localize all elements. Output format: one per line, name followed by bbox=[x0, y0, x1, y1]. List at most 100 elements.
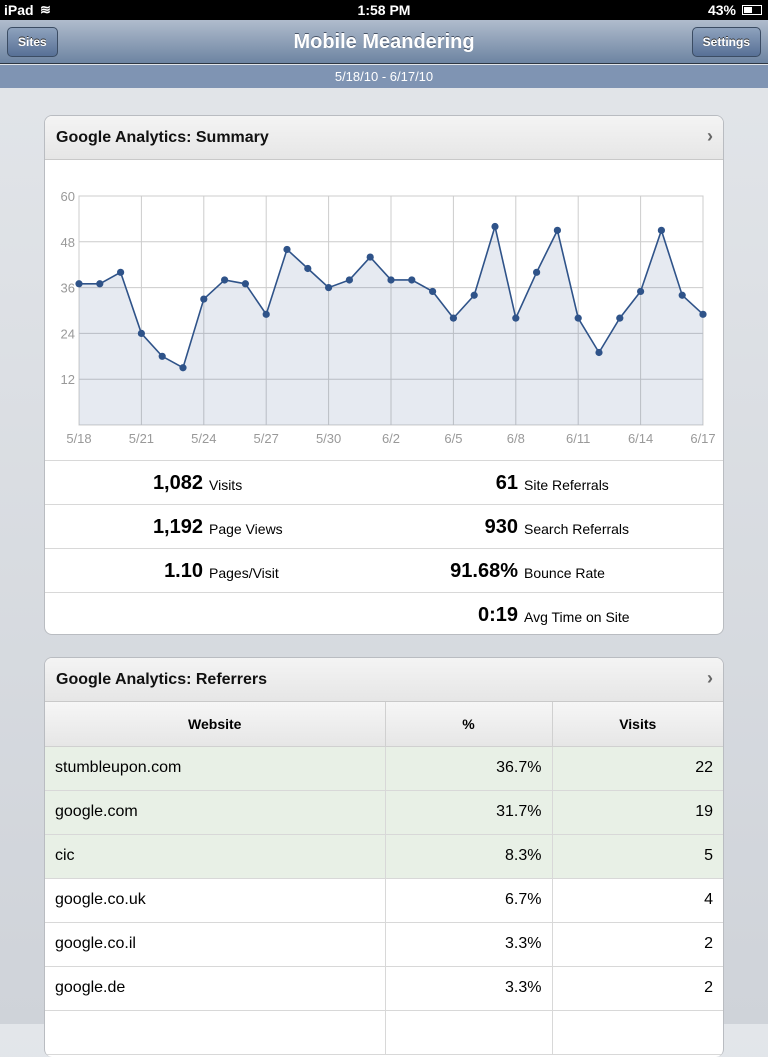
stat-label: Avg Time on Site bbox=[524, 609, 630, 625]
percent-cell: 6.7% bbox=[385, 878, 553, 923]
referrers-table: Website % Visits stumbleupon.com 36.7% 22 g… bbox=[45, 702, 723, 1055]
website-cell: stumbleupon.com bbox=[45, 746, 386, 791]
stat-value: 0:19 bbox=[477, 604, 518, 626]
chevron-right-icon: › bbox=[707, 126, 713, 146]
clock: 1:58 PM bbox=[357, 2, 411, 18]
x-tick-label: 6/2 bbox=[382, 431, 400, 446]
data-point bbox=[408, 276, 416, 284]
visits-cell: 2 bbox=[552, 966, 723, 1011]
table-row[interactable]: cic 8.3% 5 bbox=[45, 834, 723, 879]
table-row[interactable]: google.co.il 3.3% 2 bbox=[45, 922, 723, 967]
y-tick-label: 12 bbox=[61, 372, 75, 387]
stat-value: 61 bbox=[495, 472, 518, 494]
referrers-card: Google Analytics: Referrers › Website % … bbox=[44, 657, 724, 1057]
stats-row: 1,082 Visits 61 Site Referrals bbox=[45, 460, 723, 504]
table-row[interactable]: stumbleupon.com 36.7% 22 bbox=[45, 746, 723, 791]
data-point bbox=[304, 264, 312, 273]
x-tick-label: 5/21 bbox=[129, 431, 154, 446]
stat-label: Bounce Rate bbox=[524, 565, 605, 581]
visits-chart: 12 24 36 48 60 5/18 5/21 5/24 5/27 5/30 6/2 6/5 6/8 6… bbox=[61, 189, 716, 446]
chevron-right-icon: › bbox=[707, 668, 713, 688]
data-point bbox=[200, 295, 208, 303]
x-tick-label: 5/27 bbox=[254, 431, 279, 446]
x-tick-label: 5/30 bbox=[316, 431, 341, 446]
x-tick-label: 6/5 bbox=[444, 431, 462, 446]
website-cell: google.co.il bbox=[45, 922, 386, 967]
data-point bbox=[449, 314, 457, 322]
data-point bbox=[262, 310, 270, 318]
x-tick-label: 6/11 bbox=[566, 431, 590, 446]
stat-label: Pages/Visit bbox=[209, 565, 279, 581]
percent-cell: 3.3% bbox=[385, 966, 553, 1011]
data-point bbox=[366, 253, 374, 261]
table-row[interactable]: google.com 31.7% 19 bbox=[45, 790, 723, 835]
data-point bbox=[470, 291, 478, 299]
data-point bbox=[325, 284, 333, 292]
stat-value: 1.10 bbox=[164, 560, 203, 582]
stat-value: 91.68% bbox=[450, 560, 518, 582]
website-cell: cic bbox=[45, 834, 386, 879]
summary-title: Google Analytics: Summary bbox=[56, 129, 269, 146]
settings-button[interactable]: Settings bbox=[691, 27, 761, 57]
date-range: 5/18/10 - 6/17/10 bbox=[0, 65, 768, 88]
percent-cell: 8.3% bbox=[385, 834, 553, 879]
data-point bbox=[595, 348, 603, 357]
visits-cell: 22 bbox=[552, 746, 723, 791]
stat-value: 930 bbox=[484, 516, 518, 538]
sites-button[interactable]: Sites bbox=[7, 27, 58, 57]
stat-value: 1,082 bbox=[152, 472, 203, 494]
data-point bbox=[75, 280, 83, 288]
website-cell: google.com bbox=[45, 790, 386, 835]
referrers-header[interactable]: Google Analytics: Referrers › bbox=[45, 658, 723, 702]
data-point bbox=[158, 352, 166, 360]
data-point bbox=[96, 280, 104, 288]
table-row[interactable]: google.de 3.3% 2 bbox=[45, 966, 723, 1011]
data-point bbox=[657, 226, 666, 234]
data-point bbox=[179, 364, 187, 372]
stat-label: Site Referrals bbox=[524, 477, 609, 493]
wifi-icon: ≋ bbox=[40, 2, 51, 17]
x-tick-label: 6/14 bbox=[628, 431, 653, 446]
data-point bbox=[117, 268, 125, 276]
data-point bbox=[678, 291, 686, 299]
data-point bbox=[533, 268, 541, 276]
battery-percent: 43% bbox=[707, 2, 736, 18]
x-tick-label: 5/18 bbox=[66, 431, 91, 446]
data-point bbox=[241, 280, 249, 288]
device-name: iPad bbox=[4, 2, 34, 18]
table-row[interactable]: google.co.uk 6.7% 4 bbox=[45, 878, 723, 923]
column-percent[interactable]: % bbox=[385, 702, 553, 747]
x-tick-label: 5/24 bbox=[191, 431, 216, 446]
data-point bbox=[637, 287, 645, 296]
data-point bbox=[616, 314, 624, 322]
referrers-title: Google Analytics: Referrers bbox=[56, 671, 268, 688]
y-tick-label: 24 bbox=[61, 326, 75, 341]
visits-cell: 4 bbox=[552, 878, 723, 923]
percent-cell: 36.7% bbox=[385, 746, 553, 791]
x-tick-label: 6/8 bbox=[507, 431, 525, 446]
percent-cell: 3.3% bbox=[385, 922, 553, 967]
data-point bbox=[345, 276, 353, 284]
navigation-bar: Sites Mobile Meandering Settings bbox=[0, 20, 768, 64]
visits-cell: 2 bbox=[552, 922, 723, 967]
column-visits[interactable]: Visits bbox=[552, 702, 723, 747]
table-row[interactable] bbox=[45, 1010, 723, 1055]
data-point bbox=[137, 329, 145, 337]
visits-cell: 5 bbox=[552, 834, 723, 879]
y-tick-label: 60 bbox=[61, 189, 75, 204]
stat-label: Search Referrals bbox=[524, 521, 630, 537]
data-point bbox=[553, 226, 561, 234]
stat-label: Page Views bbox=[209, 521, 283, 537]
visits-cell: 19 bbox=[552, 790, 723, 835]
data-point bbox=[512, 314, 520, 322]
status-bar: iPad ≋ 1:58 PM 43% bbox=[0, 0, 768, 20]
summary-header[interactable]: Google Analytics: Summary › bbox=[45, 116, 723, 160]
page-title: Mobile Meandering bbox=[293, 31, 475, 53]
website-cell: google.co.uk bbox=[45, 878, 386, 923]
column-website[interactable]: Website bbox=[45, 702, 386, 747]
battery-icon bbox=[742, 5, 762, 15]
data-point bbox=[387, 276, 395, 284]
stat-label: Visits bbox=[209, 477, 243, 493]
y-tick-label: 48 bbox=[61, 235, 75, 250]
data-point bbox=[221, 276, 229, 284]
